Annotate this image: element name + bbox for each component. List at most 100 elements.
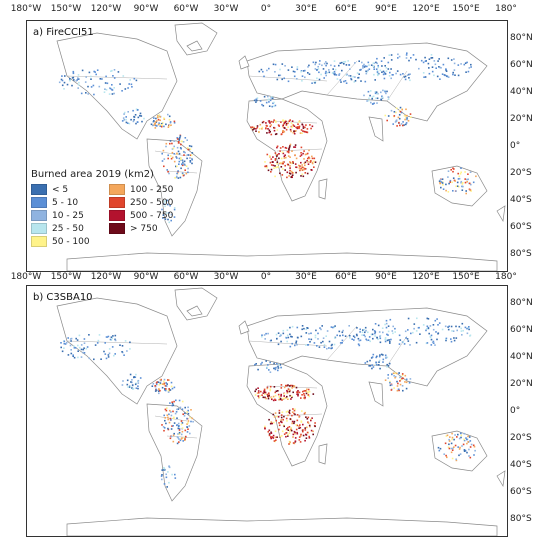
burned-area-cell (157, 123, 160, 126)
burned-area-cell (302, 434, 305, 437)
burned-area-cell (189, 160, 192, 162)
burned-area-cell (468, 182, 471, 185)
panel-title-b: b) C3SBA10 (33, 292, 93, 303)
burned-area-cell (442, 188, 445, 190)
burned-area-cell (262, 120, 265, 123)
burned-area-cell (298, 164, 300, 167)
burned-area-cell (292, 161, 294, 163)
burned-area-cell (287, 69, 290, 71)
burned-area-cell (448, 325, 450, 328)
burned-area-cell (390, 54, 393, 56)
burned-area-cell (376, 337, 378, 339)
burned-area-cell (384, 379, 387, 381)
burned-area-cell (462, 329, 464, 332)
burned-area-cell (294, 437, 297, 439)
burned-area-cell (308, 64, 310, 67)
burned-area-cell (174, 412, 177, 415)
longitude-label: 150°E (452, 4, 480, 14)
burned-area-cell (396, 380, 398, 383)
burned-area-cell (178, 431, 181, 434)
burned-area-cell (121, 345, 124, 347)
burned-area-cell (289, 441, 291, 443)
burned-area-cell (161, 124, 163, 126)
burned-area-cell (282, 131, 284, 134)
burned-area-cell (407, 120, 410, 122)
burned-area-cell (387, 330, 390, 333)
burned-area-cell (113, 77, 116, 79)
burned-area-cell (284, 146, 287, 149)
burned-area-cell (330, 64, 332, 67)
burned-area-cell (377, 74, 379, 77)
burned-area-cell (291, 174, 294, 176)
burned-area-cell (448, 182, 450, 185)
burned-area-cell (278, 74, 280, 77)
burned-area-cell (270, 436, 273, 438)
burned-area-cell (164, 200, 166, 202)
burned-area-cell (187, 406, 189, 409)
burned-area-cell (285, 384, 287, 387)
burned-area-cell (128, 83, 130, 85)
burned-area-cell (381, 95, 383, 98)
burned-area-cell (468, 436, 471, 438)
burned-area-cell (391, 384, 393, 386)
burned-area-cell (284, 169, 286, 171)
burned-area-cell (320, 328, 322, 331)
burned-area-cell (465, 192, 467, 195)
burned-area-cell (467, 435, 469, 438)
burned-area-cell (294, 144, 297, 146)
burned-area-cell (280, 393, 282, 396)
burned-area-cell (150, 123, 153, 126)
burned-area-cell (183, 437, 186, 439)
legend-item: 100 - 250 (109, 184, 199, 195)
burned-area-cell (315, 329, 317, 332)
landmass (186, 305, 203, 317)
burned-area-cell (373, 68, 375, 70)
burned-area-cell (268, 429, 271, 432)
burned-area-cell (463, 449, 466, 451)
burned-area-cell (269, 389, 271, 392)
burned-area-cell (381, 96, 384, 99)
burned-area-cell (184, 169, 186, 171)
burned-area-cell (430, 344, 433, 346)
burned-area-cell (426, 328, 428, 330)
burned-area-cell (178, 438, 180, 440)
burned-area-cell (128, 386, 131, 388)
burned-area-cell (311, 125, 314, 128)
burned-area-cell (297, 336, 299, 339)
burned-area-cell (301, 166, 303, 168)
burned-area-cell (300, 161, 302, 164)
burned-area-cell (453, 62, 456, 65)
burned-area-cell (153, 120, 155, 122)
burned-area-cell (101, 78, 103, 80)
burned-area-cell (295, 424, 297, 426)
burned-area-cell (178, 160, 181, 163)
burned-area-cell (274, 394, 277, 397)
burned-area-cell (163, 467, 166, 470)
burned-area-cell (188, 145, 191, 147)
burned-area-cell (443, 453, 445, 455)
burned-area-cell (438, 322, 441, 324)
burned-area-cell (303, 412, 306, 415)
burned-area-cell (73, 79, 75, 81)
burned-area-cell (185, 172, 188, 175)
burned-area-cell (431, 66, 434, 68)
burned-area-cell (376, 73, 379, 75)
burned-area-cell (301, 164, 303, 166)
burned-area-cell (308, 149, 310, 152)
burned-area-cell (341, 331, 344, 334)
burned-area-cell (276, 146, 278, 149)
burned-area-cell (387, 377, 389, 379)
burned-area-cell (282, 329, 285, 332)
burned-area-cell (289, 119, 291, 121)
burned-area-cell (349, 68, 351, 70)
burned-area-cell (326, 62, 328, 65)
burned-area-cell (174, 477, 177, 479)
burned-area-cell (298, 416, 300, 418)
burned-area-cell (280, 162, 282, 164)
burned-area-cell (108, 348, 111, 350)
burned-area-cell (77, 74, 80, 76)
burned-area-cell (178, 425, 180, 427)
burned-area-cell (171, 151, 174, 154)
burned-area-cell (292, 70, 295, 73)
landmass (186, 40, 203, 52)
